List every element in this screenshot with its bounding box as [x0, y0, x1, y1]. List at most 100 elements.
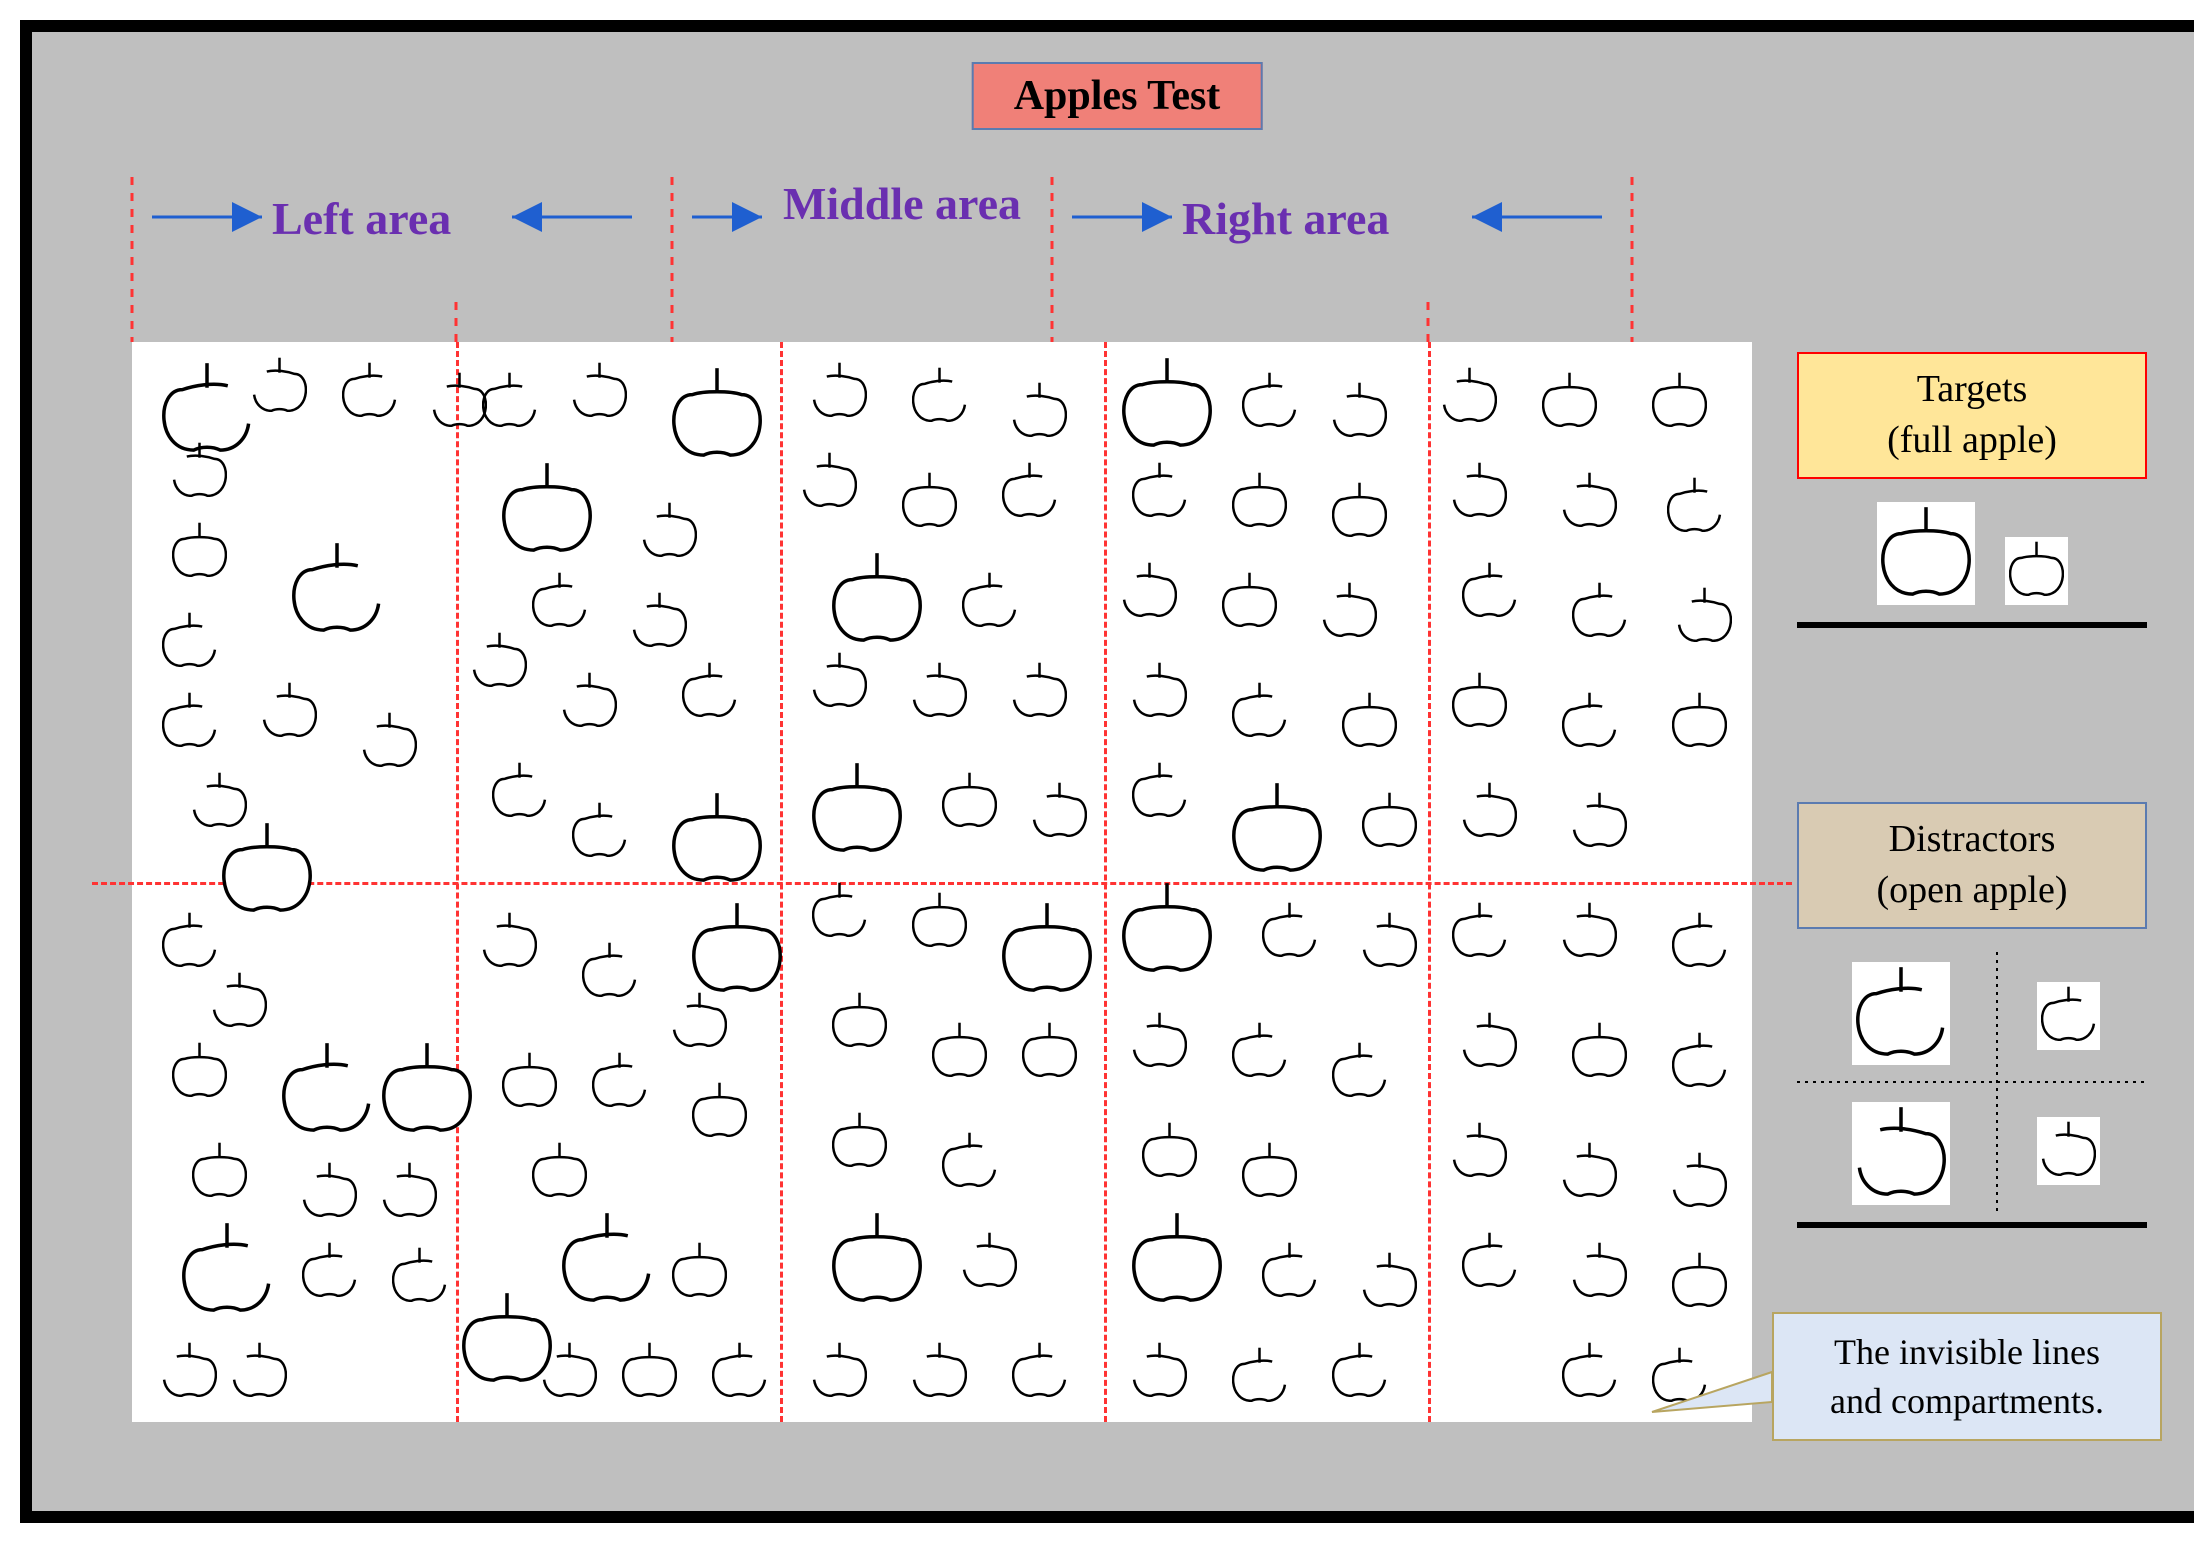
test-field: [132, 342, 1752, 1422]
distractor-apple: [162, 912, 217, 967]
target-apple: [902, 472, 957, 527]
distractor-apple: [1452, 902, 1507, 957]
distractor-apple: [1132, 662, 1187, 717]
distractor-apple: [1362, 1252, 1417, 1307]
sample-distractor-apple: [2037, 982, 2100, 1050]
distractor-apple: [1572, 582, 1627, 637]
distractor-apple: [342, 362, 397, 417]
distractor-apple: [162, 362, 252, 452]
sample-target-apple: [1877, 502, 1975, 605]
distractor-apple: [1667, 477, 1722, 532]
sample-target-apple: [2005, 537, 2068, 605]
distractor-apple: [1012, 382, 1067, 437]
target-apple: [672, 1242, 727, 1297]
distractor-apple: [712, 1342, 767, 1397]
distractor-apple: [482, 372, 537, 427]
target-apple: [1142, 1122, 1197, 1177]
legend-targets-samples: [1797, 502, 2147, 605]
distractor-apple: [562, 1212, 652, 1302]
distractor-apple: [1322, 582, 1377, 637]
distractor-apple: [482, 912, 537, 967]
target-apple: [172, 1042, 227, 1097]
distractor-apple: [962, 1232, 1017, 1287]
diagram-frame: Apples Test Left area Middle area Righ: [20, 20, 2194, 1523]
legend-caption-box: The invisible lines and compartments.: [1772, 1312, 2162, 1441]
distractor-apple: [1242, 372, 1297, 427]
target-apple: [912, 892, 967, 947]
distractor-apple: [812, 362, 867, 417]
legend-distractors-samples: [1797, 952, 2147, 1217]
distractor-apple: [942, 1132, 997, 1187]
distractor-apple: [1562, 472, 1617, 527]
distractor-apple: [492, 762, 547, 817]
distractor-apple: [292, 542, 382, 632]
target-apple: [832, 552, 922, 642]
distractor-apple: [382, 1162, 437, 1217]
legend-targets-label: Targets (full apple): [1887, 368, 2057, 461]
middle-area-label: Middle area: [772, 177, 1032, 230]
distractor-apple: [1562, 1142, 1617, 1197]
distractor-apple: [1462, 1012, 1517, 1067]
grid-h1: [92, 882, 1792, 885]
target-apple: [692, 1082, 747, 1137]
distractor-apple: [532, 572, 587, 627]
distractor-apple: [1572, 792, 1627, 847]
distractor-apple: [1677, 587, 1732, 642]
target-apple: [692, 902, 782, 992]
legend-targets-box: Targets (full apple): [1797, 352, 2147, 479]
distractor-apple: [432, 372, 487, 427]
left-area-label: Left area: [272, 192, 451, 245]
sample-distractor-apple: [1852, 1102, 1950, 1205]
distractor-apple: [572, 362, 627, 417]
target-apple: [832, 992, 887, 1047]
target-apple: [1002, 902, 1092, 992]
target-apple: [172, 522, 227, 577]
target-apple: [832, 1112, 887, 1167]
distractor-apple: [812, 882, 867, 937]
target-apple: [462, 1292, 552, 1382]
title-box: Apples Test: [972, 62, 1263, 130]
distractor-apple: [212, 972, 267, 1027]
target-apple: [942, 772, 997, 827]
target-apple: [1542, 372, 1597, 427]
distractor-apple: [1462, 782, 1517, 837]
distractor-apple: [1462, 1232, 1517, 1287]
target-apple: [672, 792, 762, 882]
distractor-apple: [1672, 1152, 1727, 1207]
target-apple: [1022, 1022, 1077, 1077]
distractor-apple: [1002, 462, 1057, 517]
distractor-apple: [282, 1042, 372, 1132]
callout-tail: [1652, 1352, 1772, 1452]
target-apple: [1342, 692, 1397, 747]
distractor-apple: [1262, 1242, 1317, 1297]
target-apple: [672, 367, 762, 457]
distractor-apple: [562, 672, 617, 727]
distractor-apple: [1232, 1347, 1287, 1402]
distractor-apple: [582, 942, 637, 997]
distractor-apple: [1232, 682, 1287, 737]
distractor-apple: [642, 502, 697, 557]
target-apple: [1232, 472, 1287, 527]
target-apple: [192, 1142, 247, 1197]
target-apple: [222, 822, 312, 912]
target-apple: [382, 1042, 472, 1132]
legend-caption-label: The invisible lines and compartments.: [1830, 1332, 2104, 1421]
distractor-apple: [392, 1247, 447, 1302]
sample-distractor-apple: [1852, 962, 1950, 1065]
distractor-apple: [1452, 462, 1507, 517]
target-apple: [1122, 357, 1212, 447]
target-apple: [1452, 672, 1507, 727]
distractor-apple: [1122, 562, 1177, 617]
target-apple: [1242, 1142, 1297, 1197]
distractor-apple: [262, 682, 317, 737]
distractor-apple: [1132, 462, 1187, 517]
distractor-apple: [812, 652, 867, 707]
distractor-apple: [1262, 902, 1317, 957]
target-apple: [622, 1342, 677, 1397]
area-labels: Left area Middle area Right area: [132, 177, 1662, 307]
distractor-apple: [1132, 1012, 1187, 1067]
legend-targets-underline: [1797, 622, 2147, 628]
distractor-apple: [1332, 382, 1387, 437]
distractor-apple: [1012, 662, 1067, 717]
target-apple: [1652, 372, 1707, 427]
